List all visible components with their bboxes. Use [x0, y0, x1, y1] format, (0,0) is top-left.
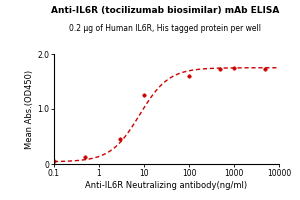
X-axis label: Anti-IL6R Neutralizing antibody(ng/ml): Anti-IL6R Neutralizing antibody(ng/ml) [85, 181, 248, 190]
Y-axis label: Mean Abs.(OD450): Mean Abs.(OD450) [26, 69, 34, 149]
Text: 0.2 μg of Human IL6R, His tagged protein per well: 0.2 μg of Human IL6R, His tagged protein… [69, 24, 261, 33]
Text: Anti-IL6R (tocilizumab biosimilar) mAb ELISA: Anti-IL6R (tocilizumab biosimilar) mAb E… [51, 6, 279, 15]
